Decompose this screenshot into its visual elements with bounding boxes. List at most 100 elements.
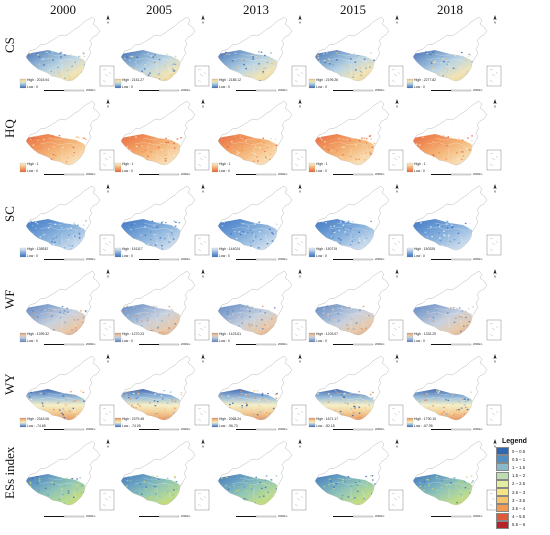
raster-cell — [128, 391, 131, 393]
raster-cell — [126, 146, 129, 148]
raster-cell — [358, 407, 361, 409]
scale-bar — [431, 258, 472, 261]
raster-cell — [250, 488, 253, 490]
value-ramp — [19, 78, 27, 89]
raster-cell — [431, 236, 434, 238]
raster-cell — [354, 144, 357, 146]
raster-cell — [166, 402, 169, 404]
raster-cell — [317, 240, 320, 242]
raster-cell — [255, 320, 257, 323]
raster-cell — [232, 148, 235, 151]
raster-cell — [153, 305, 155, 307]
raster-cell — [371, 238, 374, 240]
raster-cell — [168, 305, 171, 308]
raster-cell — [352, 221, 354, 223]
raster-cell — [360, 319, 362, 322]
legend-low-value: Low : 0 — [122, 339, 133, 343]
raster-cell — [453, 321, 456, 324]
raster-cell — [223, 60, 226, 63]
study-area — [218, 474, 280, 505]
raster-cell — [441, 244, 444, 247]
raster-cell — [471, 135, 473, 137]
raster-cell — [458, 490, 461, 492]
study-area — [121, 304, 183, 335]
raster-cell — [44, 309, 46, 311]
raster-cell — [452, 403, 454, 405]
raster-cell — [349, 244, 352, 246]
raster-cell — [355, 64, 358, 67]
raster-cell — [223, 67, 226, 69]
legend-high-value: High : 1203.07 — [316, 332, 339, 336]
legend-low-value: Low : 0 — [122, 85, 133, 89]
raster-cell — [163, 161, 166, 164]
raster-cell — [154, 485, 157, 488]
raster-cell — [128, 156, 131, 158]
legend-high-value: High : 2199.26 — [316, 78, 339, 82]
raster-cell — [39, 392, 41, 394]
raster-cell — [156, 327, 159, 329]
raster-cell — [136, 56, 139, 58]
map-panel: N 2000km High : 1 Low : 0 — [307, 98, 407, 183]
raster-cell — [76, 488, 79, 491]
raster-cell — [150, 244, 153, 247]
raster-cell — [226, 493, 229, 496]
scale-label: 2000km — [86, 342, 95, 346]
raster-cell — [265, 411, 268, 414]
raster-cell — [174, 162, 176, 164]
scale-label: 2000km — [278, 342, 287, 346]
raster-cell — [146, 318, 149, 320]
raster-cell — [370, 475, 372, 477]
north-arrow-icon — [106, 439, 110, 444]
raster-cell — [55, 236, 57, 238]
raster-cell — [374, 414, 376, 416]
raster-cell — [125, 309, 128, 311]
raster-cell — [173, 142, 175, 145]
raster-cell — [237, 74, 240, 76]
raster-cell — [426, 159, 428, 161]
raster-cell — [248, 501, 251, 503]
value-ramp — [308, 162, 316, 173]
raster-cell — [64, 314, 67, 317]
raster-cell — [260, 51, 263, 53]
raster-cell — [38, 480, 41, 482]
raster-cell — [463, 413, 466, 415]
raster-cell — [358, 238, 361, 240]
raster-cell — [438, 225, 441, 227]
inset-map-frame — [194, 65, 210, 87]
raster-cell — [248, 143, 251, 145]
scale-label: 2000km — [473, 514, 482, 518]
raster-cell — [326, 305, 328, 307]
raster-cell — [337, 161, 339, 163]
raster-cell — [155, 305, 158, 308]
raster-cell — [472, 162, 474, 164]
legend-high-value: High : 150326 — [414, 247, 436, 251]
raster-cell — [466, 70, 469, 73]
study-area — [26, 219, 88, 250]
raster-cell — [58, 334, 61, 335]
raster-cell — [446, 312, 449, 314]
raster-cell — [242, 231, 244, 233]
raster-cell — [78, 236, 81, 238]
raster-cell — [426, 74, 429, 76]
raster-cell — [53, 241, 56, 243]
raster-cell — [66, 477, 68, 479]
raster-cell — [128, 494, 131, 497]
raster-cell — [319, 137, 322, 139]
raster-cell — [157, 155, 159, 158]
north-label: N — [494, 359, 496, 363]
raster-cell — [360, 155, 362, 157]
raster-cell — [265, 234, 267, 237]
legend-item: 1 – 1.5 — [496, 463, 548, 472]
north-arrow-icon — [395, 184, 399, 189]
raster-cell — [220, 72, 223, 75]
raster-cell — [427, 311, 429, 313]
raster-cell — [231, 60, 234, 62]
raster-cell — [71, 245, 74, 247]
raster-cell — [250, 247, 253, 249]
raster-cell — [167, 490, 170, 493]
raster-cell — [329, 322, 332, 325]
map-panel: N 2000km High : 1270.23 Low : 0 — [113, 268, 213, 353]
raster-cell — [148, 233, 151, 235]
